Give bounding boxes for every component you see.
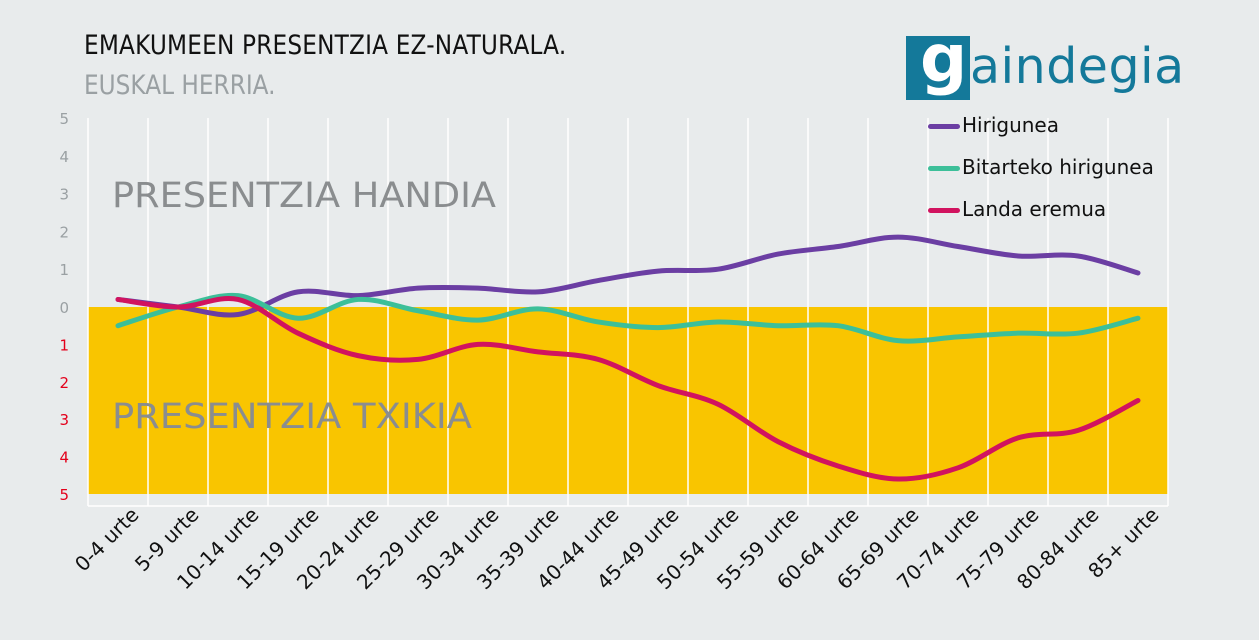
y-tick-label: 1 [59, 261, 69, 279]
y-tick-label: 1 [59, 336, 69, 354]
series-line-bitarteko-hirigunea [115, 292, 1141, 344]
logo-g-letter: g [920, 20, 968, 97]
legend-label-bitarteko-hirigunea: Bitarteko hirigunea [962, 155, 1154, 179]
y-tick-label: 5 [59, 110, 69, 128]
legend-item-hirigunea[interactable]: Hirigunea [928, 112, 1228, 142]
region-label-upper: PRESENTZIA HANDIA [112, 176, 496, 216]
legend-item-landa-eremua[interactable]: Landa eremua [928, 196, 1228, 226]
legend-label-landa-eremua: Landa eremua [962, 197, 1107, 221]
y-tick-label: 2 [59, 223, 69, 241]
y-tick-label: 5 [59, 486, 69, 504]
legend-item-bitarteko-hirigunea[interactable]: Bitarteko hirigunea [928, 154, 1228, 184]
y-tick-label: 0 [59, 299, 69, 317]
region-label-lower: PRESENTZIA TXIKIA [112, 397, 472, 437]
logo-mark: g [906, 26, 970, 100]
y-tick-label: 2 [59, 374, 69, 392]
y-tick-label: 3 [59, 186, 69, 204]
legend-swatch-bitarteko-hirigunea [928, 166, 960, 171]
chart-subtitle: EUSKAL HERRIA. [84, 70, 276, 101]
legend-label-hirigunea: Hirigunea [962, 113, 1059, 137]
y-tick-label: 4 [59, 449, 69, 467]
series-line-landa-eremua [115, 296, 1141, 482]
series-line-hirigunea [115, 234, 1141, 318]
gaindegia-logo: g aindegia [906, 26, 1186, 106]
y-tick-label: 4 [59, 148, 69, 166]
y-tick-label: 3 [59, 411, 69, 429]
legend-swatch-hirigunea [928, 124, 960, 129]
legend-swatch-landa-eremua [928, 208, 960, 213]
logo-text: aindegia [970, 38, 1185, 95]
x-tick-label: 0-4 urte [70, 503, 144, 577]
chart-title: EMAKUMEEN PRESENTZIA EZ-NATURALA. [84, 30, 567, 61]
